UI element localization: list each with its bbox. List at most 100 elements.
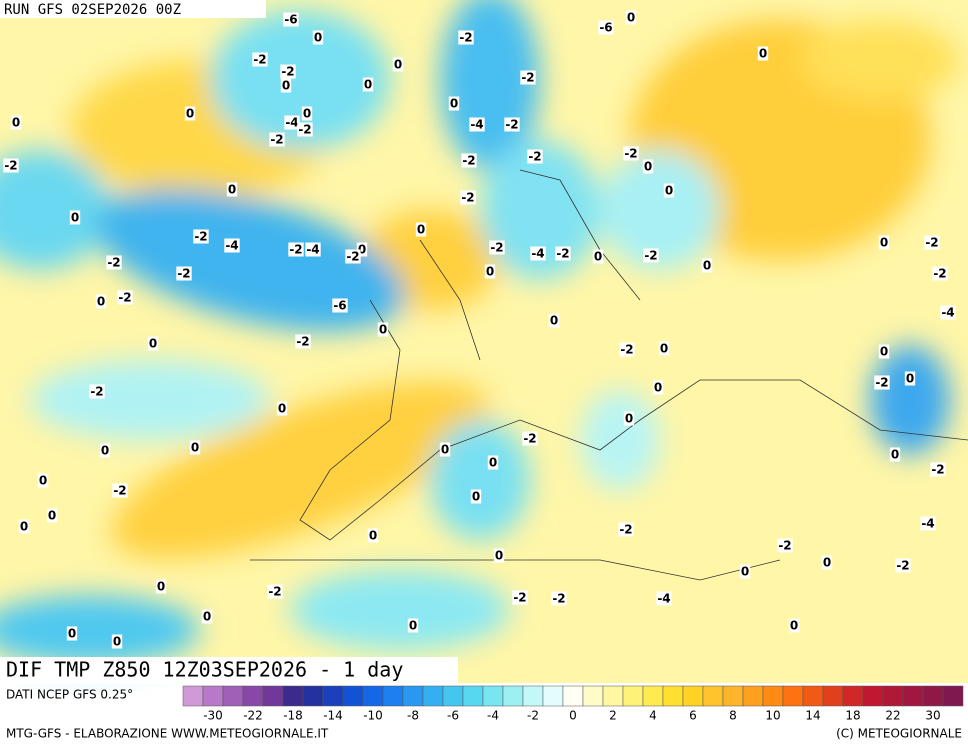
colorbar-tick-label: -2: [527, 709, 539, 723]
run-label: RUN GFS 02SEP2026 00Z: [4, 2, 181, 18]
contour-label: -2: [528, 150, 541, 164]
contour-label: 0: [495, 549, 503, 563]
contour-label-bg: [288, 242, 304, 257]
contour-label: 0: [880, 236, 888, 250]
colorbar-swatch: [682, 685, 704, 707]
colorbar-tick-label: 30: [925, 709, 940, 723]
header-box: [0, 0, 266, 18]
contour-label-bg: [904, 371, 916, 386]
contour-label-bg: [305, 242, 321, 257]
title-box: [0, 657, 458, 684]
contour-label: -2: [298, 123, 311, 137]
colorbar-swatch: [802, 685, 824, 707]
contour-label-bg: [757, 46, 769, 61]
contour-label-bg: [224, 238, 240, 253]
contour-label-bg: [69, 210, 81, 225]
colorbar-tick-label: 0: [569, 709, 577, 723]
colorbar-tick-label: 14: [805, 709, 820, 723]
contour-label-bg: [625, 10, 637, 25]
colorbar-swatch: [182, 685, 204, 707]
contour-label: 0: [228, 183, 236, 197]
contour-label: 0: [703, 259, 711, 273]
source-label: DATI NCEP GFS 0.25°: [6, 688, 133, 702]
contour-label: 0: [186, 107, 194, 121]
contour-label-bg: [484, 264, 496, 279]
contour-label: 0: [660, 342, 668, 356]
contour-label: -4: [531, 247, 544, 261]
colorbar-swatch: [282, 685, 304, 707]
colorbar-swatch: [762, 685, 784, 707]
contour-label-bg: [739, 564, 751, 579]
contour-label-bg: [297, 122, 313, 137]
contour-label: -2: [875, 376, 888, 390]
contour-label-bg: [356, 242, 368, 257]
contour-label-bg: [821, 555, 833, 570]
contour-label: 0: [48, 509, 56, 523]
contour-label-bg: [512, 590, 528, 605]
contour-label: 0: [594, 250, 602, 264]
contour-label: 0: [379, 323, 387, 337]
contour-label-bg: [623, 146, 639, 161]
contour-label-bg: [112, 483, 128, 498]
contour-label: 0: [203, 610, 211, 624]
colorbar-tick-label: -6: [447, 709, 459, 723]
contour-label-bg: [10, 115, 22, 130]
contour-label-bg: [878, 235, 890, 250]
contour-label-bg: [176, 266, 192, 281]
contour-label-bg: [924, 235, 940, 250]
contour-label-bg: [522, 431, 538, 446]
contour-label-bg: [189, 440, 201, 455]
contour-label: -2: [933, 267, 946, 281]
contour-label: -2: [644, 249, 657, 263]
contour-label-bg: [889, 447, 901, 462]
colorbar-swatch: [882, 685, 904, 707]
colorbar-swatch: [582, 685, 604, 707]
contour-label: 0: [409, 619, 417, 633]
contour-label: -2: [620, 343, 633, 357]
contour-label: 0: [20, 520, 28, 534]
contour-label-bg: [201, 609, 213, 624]
contour-label-bg: [448, 96, 460, 111]
colorbar-tick-label: 22: [885, 709, 900, 723]
contour-label: 0: [489, 456, 497, 470]
colorbar-swatch: [622, 685, 644, 707]
contour-label-bg: [656, 591, 672, 606]
contour-label: 0: [12, 116, 20, 130]
contour-label: -2: [624, 147, 637, 161]
contour-label: -2: [556, 247, 569, 261]
contour-label: 0: [741, 565, 749, 579]
contour-label: -2: [523, 432, 536, 446]
contour-label: 0: [441, 443, 449, 457]
contour-label: -2: [268, 585, 281, 599]
contour-label: -2: [177, 267, 190, 281]
contour-label: -2: [505, 118, 518, 132]
contour-label: 0: [278, 402, 286, 416]
contour-label-bg: [920, 516, 936, 531]
contour-label-bg: [106, 255, 122, 270]
contour-label: -4: [470, 118, 483, 132]
contour-label: 0: [191, 441, 199, 455]
colorbar-swatch: [242, 685, 264, 707]
contour-label-bg: [592, 249, 604, 264]
contour-label: -2: [925, 236, 938, 250]
contour-label-bg: [18, 519, 30, 534]
colorbar-tick-label: -30: [203, 709, 223, 723]
colorbar-tick-label: 18: [845, 709, 860, 723]
contour-label-bg: [895, 558, 911, 573]
contour-label: 0: [654, 381, 662, 395]
contour-label: 0: [149, 337, 157, 351]
contour-label: -4: [941, 306, 954, 320]
colorbar-tick-label: -18: [283, 709, 303, 723]
contour-label-bg: [530, 246, 546, 261]
contour-label: -2: [194, 230, 207, 244]
contour-label-bg: [155, 579, 167, 594]
contour-label: -6: [599, 21, 612, 35]
contour-label: -2: [346, 250, 359, 264]
contour-label-bg: [777, 538, 793, 553]
map-title: DIF TMP Z850 12Z03SEP2026 - 1 day: [6, 658, 403, 682]
contour-label: 0: [68, 627, 76, 641]
contour-label-bg: [489, 240, 505, 255]
contour-label: -2: [289, 243, 302, 257]
contour-label-bg: [226, 182, 238, 197]
contour-label: -4: [225, 239, 238, 253]
